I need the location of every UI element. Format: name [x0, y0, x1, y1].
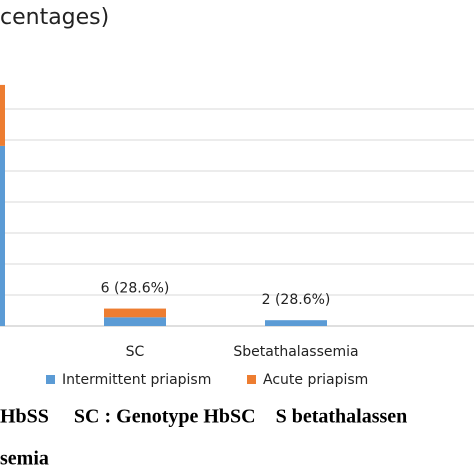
legend-swatch — [247, 375, 256, 384]
bar-segment — [104, 317, 166, 326]
caption: semia — [0, 448, 49, 470]
x-tick-label: Sbetathalassemia — [233, 344, 358, 360]
x-tick-label: SC — [126, 344, 145, 360]
legend-label: Acute priapism — [263, 372, 368, 388]
bar-segment — [104, 308, 166, 318]
bar-segment — [0, 84, 5, 146]
caption: HbSS SC : Genotype HbSC S betathalassen — [0, 406, 407, 428]
bar-segment — [265, 320, 327, 326]
data-label: 6 (28.6%) — [101, 281, 170, 297]
data-label: 2 (28.6%) — [262, 292, 331, 308]
legend-swatch — [46, 375, 55, 384]
bar-segment — [0, 145, 5, 326]
legend-label: Intermittent priapism — [62, 372, 211, 388]
chart-title: centages) — [0, 5, 109, 30]
